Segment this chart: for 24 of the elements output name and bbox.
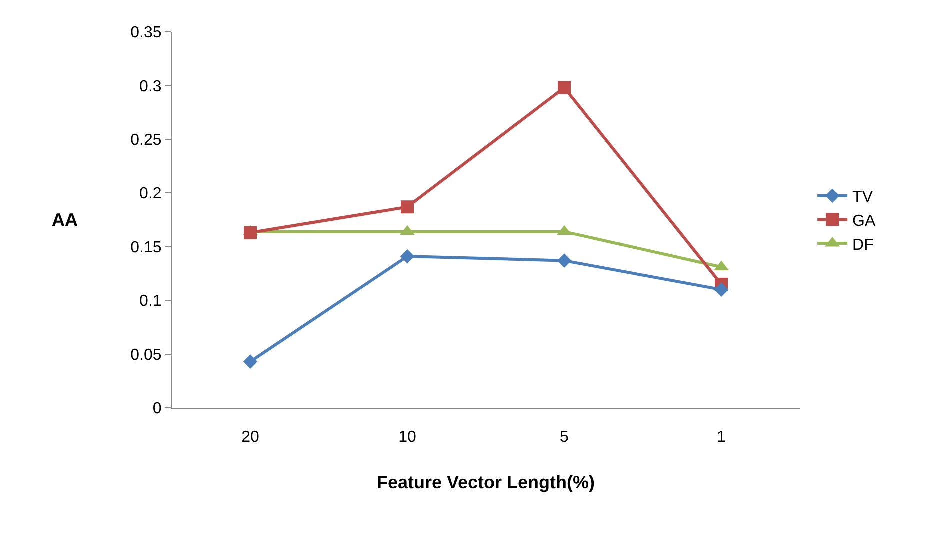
- point: [243, 354, 258, 369]
- y-tick-label: 0.3: [140, 78, 162, 96]
- y-tick-label: 0: [152, 400, 162, 418]
- y-tick-label: 0.1: [140, 293, 162, 310]
- x-axis-title: Feature Vector Length(%): [376, 472, 596, 492]
- y-tick-label: 0.35: [130, 24, 162, 42]
- x-tick-label: 20: [242, 429, 260, 446]
- y-axis-title: AA: [52, 210, 78, 230]
- y-tick-label: 0.25: [130, 132, 162, 150]
- legend-label: DF: [852, 236, 874, 254]
- x-tick-label: 10: [398, 429, 416, 446]
- y-tick-label: 0.15: [130, 239, 162, 256]
- point: [400, 249, 415, 264]
- legend-label: TV: [852, 189, 874, 206]
- point: [714, 282, 729, 297]
- point: [557, 254, 572, 268]
- point: [558, 81, 571, 94]
- point: [244, 226, 257, 240]
- y-tick-label: 0.2: [140, 186, 162, 203]
- point: [401, 200, 414, 214]
- y-tick-label: 0.05: [130, 346, 162, 364]
- x-tick-label: 5: [560, 429, 570, 446]
- legend-label: GA: [852, 212, 876, 230]
- x-tick-label: 1: [717, 429, 726, 446]
